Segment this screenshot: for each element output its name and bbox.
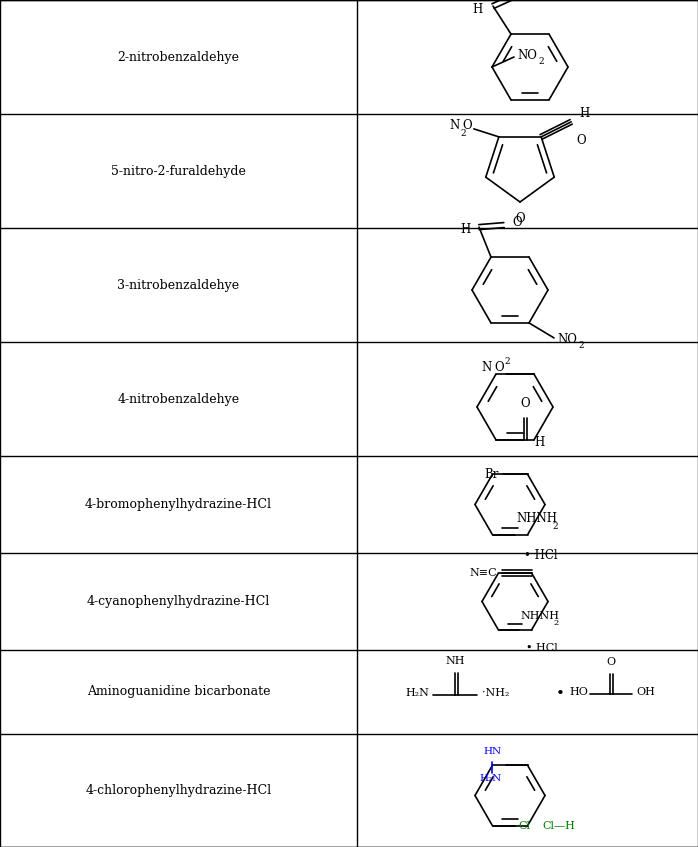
Text: O: O — [515, 212, 525, 225]
Text: 5-nitro-2-furaldehyde: 5-nitro-2-furaldehyde — [111, 164, 246, 178]
Text: Cl: Cl — [519, 821, 530, 831]
Text: H₂N: H₂N — [405, 688, 429, 698]
Text: H: H — [461, 223, 471, 235]
Text: 2: 2 — [505, 357, 510, 366]
Text: 4-chlorophenylhydrazine-HCl: 4-chlorophenylhydrazine-HCl — [85, 784, 272, 797]
Text: N: N — [482, 361, 492, 374]
Text: H: H — [473, 3, 483, 15]
Text: O: O — [520, 397, 530, 410]
Text: H: H — [534, 436, 544, 450]
Text: 4-bromophenylhydrazine-HCl: 4-bromophenylhydrazine-HCl — [85, 498, 272, 511]
Text: NHNH: NHNH — [517, 512, 558, 525]
Text: NO: NO — [517, 48, 537, 62]
Text: N≡C: N≡C — [470, 568, 498, 578]
Text: • HCl: • HCl — [526, 643, 558, 653]
Text: O: O — [607, 657, 616, 667]
Text: 2-nitrobenzaldehye: 2-nitrobenzaldehye — [117, 51, 239, 64]
Text: OH: OH — [636, 687, 655, 697]
Text: 2: 2 — [553, 522, 558, 531]
Text: N: N — [450, 119, 460, 132]
Text: O: O — [494, 361, 504, 374]
Text: O: O — [462, 119, 472, 132]
Text: O: O — [512, 216, 521, 229]
Text: 2: 2 — [460, 130, 466, 138]
Text: ·NH₂: ·NH₂ — [482, 688, 510, 698]
Text: •: • — [556, 687, 565, 701]
Text: Cl—H: Cl—H — [542, 821, 575, 831]
Text: NO: NO — [557, 334, 577, 346]
Text: O: O — [576, 134, 586, 147]
Text: HO: HO — [569, 687, 588, 697]
Text: 4-nitrobenzaldehye: 4-nitrobenzaldehye — [117, 392, 239, 406]
Text: NHNH: NHNH — [521, 611, 560, 621]
Text: H: H — [579, 108, 589, 120]
Text: 2: 2 — [538, 57, 544, 65]
Text: NH: NH — [445, 656, 465, 666]
Text: • HCl: • HCl — [524, 549, 558, 562]
Text: 4-cyanophenylhydrazine-HCl: 4-cyanophenylhydrazine-HCl — [87, 595, 270, 608]
Text: HN: HN — [484, 747, 501, 756]
Text: 2: 2 — [578, 341, 584, 351]
Text: H₂N: H₂N — [480, 774, 501, 783]
Text: Aminoguanidine bicarbonate: Aminoguanidine bicarbonate — [87, 685, 270, 699]
Text: 3-nitrobenzaldehye: 3-nitrobenzaldehye — [117, 279, 239, 291]
Text: Br: Br — [484, 468, 498, 481]
Text: 2: 2 — [554, 619, 559, 627]
